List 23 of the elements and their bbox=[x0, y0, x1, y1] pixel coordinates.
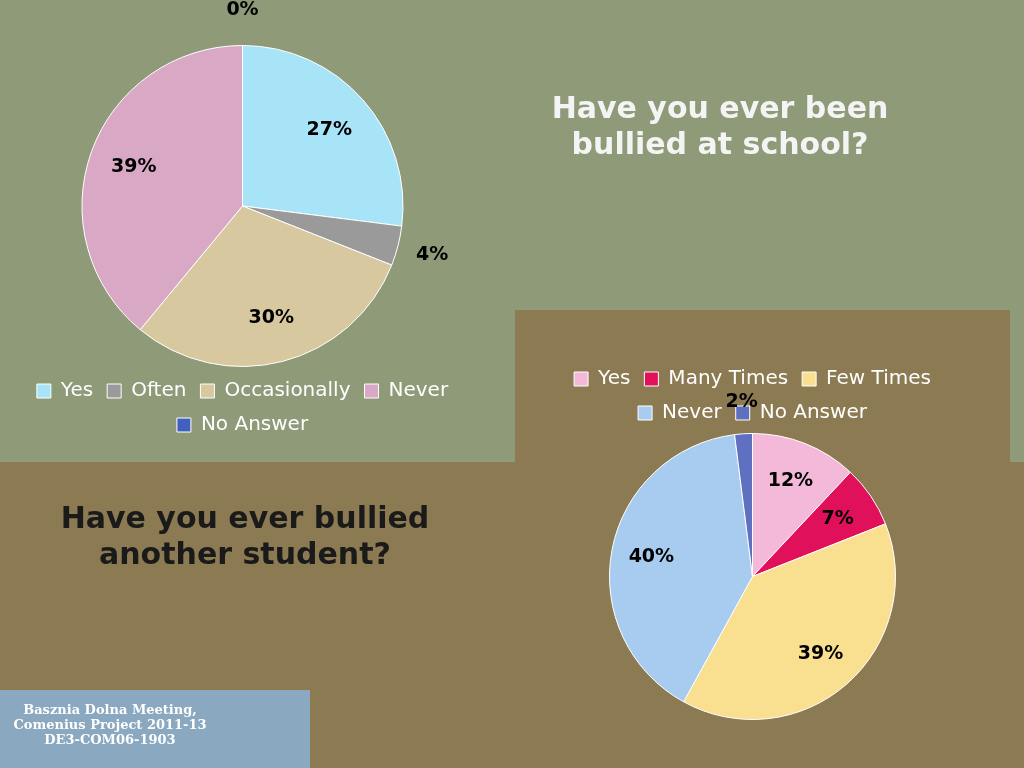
data-label: 30% bbox=[248, 304, 294, 327]
legend-label: No Answer bbox=[759, 399, 868, 424]
legend-label: Often bbox=[131, 377, 187, 402]
text: Have you ever been bullied at school? bbox=[550, 90, 890, 162]
legend-label: Occasionally bbox=[224, 377, 351, 402]
legend-label: No Answer bbox=[200, 411, 309, 436]
data-label: 39% bbox=[111, 153, 157, 176]
legend-label: Yes bbox=[597, 365, 631, 390]
text: Basznia Dolna Meeting, Comenius Project 2011-13 DE3-COM06-1903 bbox=[0, 690, 310, 768]
data-label: 40% bbox=[628, 544, 675, 567]
data-label: 4% bbox=[416, 241, 449, 264]
data-label: 27% bbox=[306, 116, 352, 139]
data-label: 2% bbox=[725, 389, 758, 412]
legend-label: Yes bbox=[59, 377, 94, 402]
data-label: 7% bbox=[821, 505, 854, 528]
data-label: 39% bbox=[797, 640, 844, 663]
data-label: 12% bbox=[767, 467, 814, 490]
text: Have you ever bullied another student? bbox=[59, 500, 431, 572]
legend-label: Few Times bbox=[826, 365, 931, 390]
legend-label: Never bbox=[388, 377, 449, 402]
text: 0% bbox=[226, 0, 259, 20]
legend-label: Many Times bbox=[668, 365, 789, 390]
legend-label: Never bbox=[662, 399, 723, 424]
